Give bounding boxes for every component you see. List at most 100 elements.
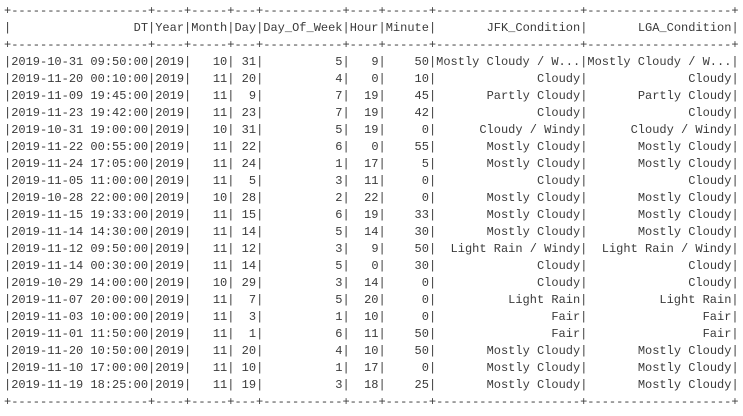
- cell: 5: [335, 259, 343, 273]
- cell: 17: [364, 157, 379, 171]
- cell: Mostly Cloudy: [486, 191, 581, 205]
- cell: Mostly Cloudy: [486, 378, 581, 392]
- cell: Partly Cloudy: [486, 89, 581, 103]
- cell: 2019: [155, 259, 185, 273]
- data-row: |2019-11-20 10:50:00|2019| 11| 20| 4| 10…: [4, 344, 739, 358]
- cell: 50: [414, 344, 429, 358]
- cell: 11: [212, 361, 228, 375]
- cell: 6: [335, 140, 343, 154]
- cell: Cloudy: [688, 72, 732, 86]
- cell: 5: [248, 174, 257, 188]
- cell: 55: [414, 140, 429, 154]
- cell: Partly Cloudy: [637, 89, 732, 103]
- cell: 3: [335, 174, 343, 188]
- cell: 11: [212, 89, 228, 103]
- cell: 0: [371, 259, 379, 273]
- cell: 2019-11-03 10:00:00: [11, 310, 149, 324]
- cell: 0: [421, 293, 429, 307]
- cell: 11: [212, 208, 228, 222]
- cell: 1: [335, 361, 343, 375]
- cell: 2019: [155, 140, 185, 154]
- cell: 11: [212, 174, 228, 188]
- cell: 10: [364, 344, 379, 358]
- cell: 2019: [155, 327, 185, 341]
- cell: 11: [212, 140, 228, 154]
- cell: Mostly Cloudy: [637, 378, 732, 392]
- cell: Mostly Cloudy: [486, 157, 581, 171]
- cell: 3: [248, 310, 257, 324]
- cell: 2019-11-23 19:42:00: [11, 106, 149, 120]
- cell: Fair: [551, 327, 581, 341]
- cell: 31: [241, 123, 257, 137]
- cell: 2019-11-10 17:00:00: [11, 361, 149, 375]
- cell: 3: [335, 378, 343, 392]
- cell: 0: [421, 361, 429, 375]
- cell: 11: [364, 327, 379, 341]
- cell: Mostly Cloudy: [637, 191, 732, 205]
- cell: Fair: [702, 310, 732, 324]
- header-cell: Day_Of_Week: [263, 21, 343, 35]
- cell: 24: [241, 157, 257, 171]
- cell: 2019: [155, 106, 185, 120]
- cell: 7: [335, 89, 343, 103]
- data-row: |2019-10-31 19:00:00|2019| 10| 31| 5| 19…: [4, 123, 739, 137]
- data-row: |2019-11-01 11:50:00|2019| 11| 1| 6| 11|…: [4, 327, 739, 341]
- cell: Mostly Cloudy: [486, 225, 581, 239]
- cell: 15: [241, 208, 257, 222]
- cell: 6: [335, 327, 343, 341]
- cell: 2019-11-22 00:55:00: [11, 140, 149, 154]
- cell: 2019: [155, 361, 185, 375]
- cell: 19: [241, 378, 257, 392]
- cell: 11: [212, 378, 228, 392]
- cell: 19: [364, 123, 379, 137]
- cell: Mostly Cloudy / W...: [436, 55, 581, 69]
- header-cell: LGA_Condition: [637, 21, 732, 35]
- cell: 3: [335, 276, 343, 290]
- cell: 45: [414, 89, 429, 103]
- cell: 0: [371, 140, 379, 154]
- header-row: | DT|Year|Month|Day|Day_Of_Week|Hour|Min…: [4, 21, 739, 35]
- cell: 0: [421, 310, 429, 324]
- cell: 11: [212, 310, 228, 324]
- cell: 6: [335, 208, 343, 222]
- cell: 42: [414, 106, 429, 120]
- table-border: +-------------------+----+-----+---+----…: [4, 4, 739, 18]
- header-cell: DT: [133, 21, 149, 35]
- cell: Mostly Cloudy: [486, 208, 581, 222]
- data-row: |2019-11-12 09:50:00|2019| 11| 12| 3| 9|…: [4, 242, 739, 256]
- data-row: |2019-11-14 14:30:00|2019| 11| 14| 5| 14…: [4, 225, 739, 239]
- cell: 2019-10-29 14:00:00: [11, 276, 149, 290]
- data-row: |2019-11-05 11:00:00|2019| 11| 5| 3| 11|…: [4, 174, 739, 188]
- cell: 10: [414, 72, 429, 86]
- cell: Cloudy: [536, 106, 581, 120]
- cell: 2019-11-19 18:25:00: [11, 378, 149, 392]
- cell: Cloudy: [688, 106, 732, 120]
- cell: Cloudy: [536, 259, 581, 273]
- cell: 2019: [155, 293, 185, 307]
- cell: 2019: [155, 225, 185, 239]
- cell: 1: [335, 310, 343, 324]
- cell: 2019: [155, 344, 185, 358]
- cell: 7: [248, 293, 257, 307]
- cell: 11: [212, 259, 228, 273]
- cell: 20: [241, 344, 257, 358]
- cell: Light Rain / Windy: [601, 242, 732, 256]
- data-row: |2019-11-19 18:25:00|2019| 11| 19| 3| 18…: [4, 378, 739, 392]
- cell: 30: [414, 225, 429, 239]
- cell: 7: [335, 106, 343, 120]
- cell: 2019-10-31 09:50:00: [11, 55, 149, 69]
- cell: Mostly Cloudy: [486, 344, 581, 358]
- cell: 0: [421, 276, 429, 290]
- cell: Cloudy: [536, 72, 581, 86]
- cell: 9: [371, 55, 379, 69]
- data-row: |2019-11-24 17:05:00|2019| 11| 24| 1| 17…: [4, 157, 739, 171]
- cell: 22: [364, 191, 379, 205]
- cell: 2019-11-12 09:50:00: [11, 242, 149, 256]
- cell: 1: [335, 157, 343, 171]
- cell: 2019-11-09 19:45:00: [11, 89, 149, 103]
- cell: 5: [335, 55, 343, 69]
- cell: 11: [212, 157, 228, 171]
- data-row: |2019-10-28 22:00:00|2019| 10| 28| 2| 22…: [4, 191, 739, 205]
- cell: Cloudy: [688, 276, 732, 290]
- data-row: |2019-11-09 19:45:00|2019| 11| 9| 7| 19|…: [4, 89, 739, 103]
